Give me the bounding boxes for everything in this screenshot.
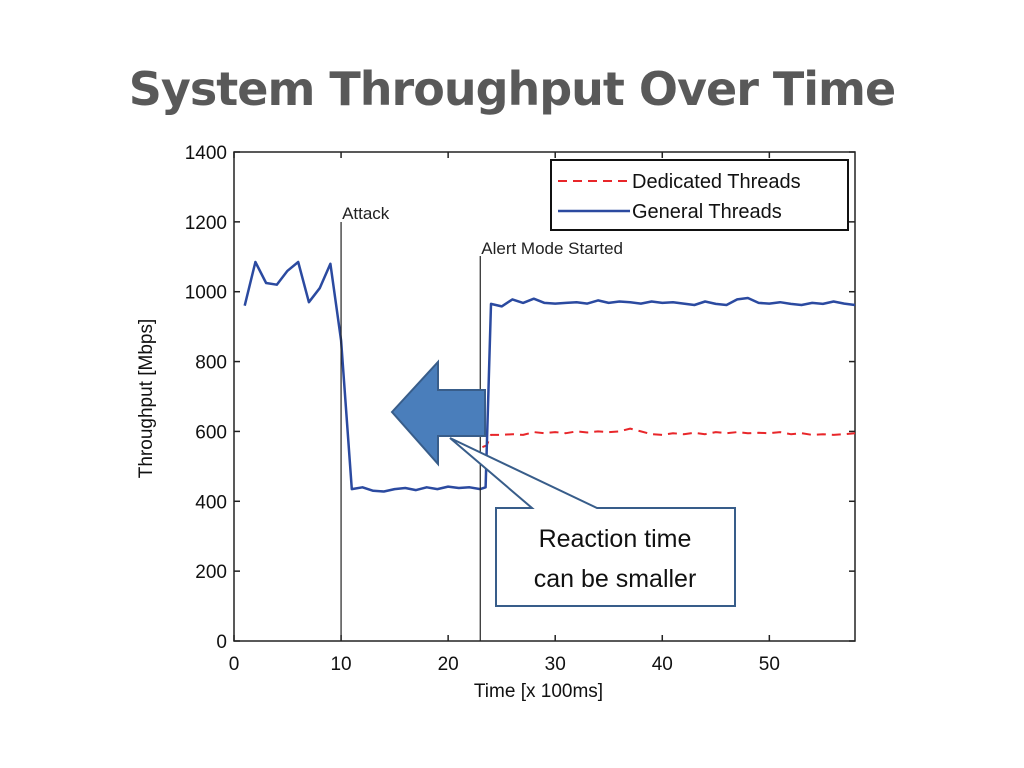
y-tick-label: 1000 <box>185 283 227 304</box>
y-tick-label: 600 <box>195 422 227 443</box>
legend-label-dedicated: Dedicated Threads <box>632 171 801 193</box>
x-tick-label: 40 <box>652 654 673 675</box>
axis-ticks: 0 10 20 30 40 50 0 200 400 600 800 1000 1200 1400 <box>185 143 855 675</box>
legend-label-general: General Threads <box>632 201 782 223</box>
annotation-label: Attack <box>342 204 390 223</box>
y-tick-label: 800 <box>195 353 227 374</box>
x-tick-label: 30 <box>545 654 566 675</box>
x-tick-label: 10 <box>330 654 351 675</box>
callout-box <box>449 437 736 607</box>
callout-line-1: Reaction time <box>539 525 692 553</box>
x-tick-label: 20 <box>438 654 459 675</box>
y-tick-label: 0 <box>216 632 227 653</box>
callout: Reaction time can be smaller <box>449 437 736 607</box>
legend: Dedicated Threads General Threads <box>550 159 849 231</box>
legend-box <box>550 159 849 231</box>
slide-title: System Throughput Over Time <box>128 62 896 116</box>
x-tick-label: 0 <box>229 654 240 675</box>
y-tick-label: 1400 <box>185 143 227 164</box>
plot-frame <box>233 151 856 642</box>
callout-line-2: can be smaller <box>534 565 697 593</box>
y-tick-label: 200 <box>195 562 227 583</box>
series-line-general-threads <box>243 260 856 493</box>
series-lines <box>243 260 856 493</box>
y-tick-label: 400 <box>195 492 227 513</box>
annotations: Attack Alert Mode Started <box>340 204 623 641</box>
series-line-dedicated-threads <box>482 427 856 449</box>
x-tick-label: 50 <box>759 654 780 675</box>
left-arrow-icon <box>390 359 486 467</box>
y-tick-label: 1200 <box>185 213 227 234</box>
x-axis-label: Time [x 100ms] <box>474 681 603 702</box>
annotation-label: Alert Mode Started <box>481 239 623 258</box>
y-axis-label: Throughput [Mbps] <box>136 319 157 478</box>
